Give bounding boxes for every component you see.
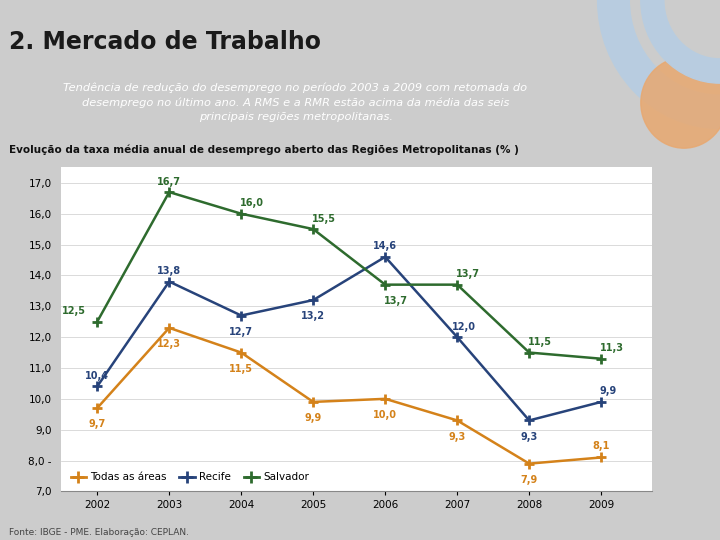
Recife: [93, 383, 102, 390]
Recife: [453, 334, 462, 340]
Text: 11,5: 11,5: [528, 337, 552, 347]
Recife: [597, 399, 606, 405]
Todas as áreas: [237, 349, 246, 356]
Recife: [237, 312, 246, 319]
Legend: Todas as áreas, Recife, Salvador: Todas as áreas, Recife, Salvador: [66, 468, 313, 487]
Todas as áreas: [165, 325, 174, 331]
Salvador: [453, 281, 462, 288]
Text: 14,6: 14,6: [373, 241, 397, 251]
Salvador: [597, 355, 606, 362]
Line: Todas as áreas: Todas as áreas: [92, 323, 606, 469]
Circle shape: [631, 0, 720, 94]
Todas as áreas: [597, 454, 606, 461]
Text: 7,9: 7,9: [521, 475, 538, 485]
Text: 10,4: 10,4: [85, 371, 109, 381]
Recife: [165, 278, 174, 285]
Todas as áreas: [453, 417, 462, 424]
Salvador: [309, 226, 318, 232]
Text: Fonte: IBGE - PME. Elaboração: CEPLAN.: Fonte: IBGE - PME. Elaboração: CEPLAN.: [9, 528, 189, 537]
Text: 15,5: 15,5: [312, 213, 336, 224]
Text: 9,9: 9,9: [305, 413, 322, 423]
Text: 9,9: 9,9: [600, 386, 617, 396]
Circle shape: [598, 0, 720, 129]
Circle shape: [641, 0, 720, 83]
Text: 9,7: 9,7: [89, 419, 106, 429]
Text: 13,7: 13,7: [384, 296, 408, 306]
Salvador: [165, 189, 174, 195]
Text: 12,3: 12,3: [157, 339, 181, 349]
Recife: [381, 254, 390, 260]
Todas as áreas: [93, 405, 102, 411]
Text: 13,7: 13,7: [456, 269, 480, 279]
Salvador: [381, 281, 390, 288]
Salvador: [525, 349, 534, 356]
Circle shape: [641, 57, 720, 148]
Text: 11,5: 11,5: [229, 363, 253, 374]
Line: Recife: Recife: [92, 252, 606, 426]
Recife: [309, 297, 318, 303]
Text: 10,0: 10,0: [373, 410, 397, 420]
Text: 12,7: 12,7: [229, 327, 253, 336]
Todas as áreas: [525, 461, 534, 467]
Todas as áreas: [309, 399, 318, 405]
Text: 2. Mercado de Trabalho: 2. Mercado de Trabalho: [9, 30, 321, 53]
Salvador: [93, 319, 102, 325]
Circle shape: [665, 0, 720, 57]
Text: 16,0: 16,0: [240, 198, 264, 208]
Text: 12,5: 12,5: [62, 306, 86, 316]
Recife: [525, 417, 534, 424]
Text: Evolução da taxa média anual de desemprego aberto das Regiões Metropolitanas (% : Evolução da taxa média anual de desempre…: [9, 144, 519, 154]
Text: 8,1: 8,1: [593, 441, 610, 450]
Text: 13,8: 13,8: [157, 266, 181, 276]
Text: 16,7: 16,7: [157, 177, 181, 186]
Line: Salvador: Salvador: [92, 187, 606, 363]
Text: 11,3: 11,3: [600, 343, 624, 353]
Text: 9,3: 9,3: [449, 431, 466, 442]
Salvador: [237, 211, 246, 217]
Text: Tendência de redução do desemprego no período 2003 a 2009 com retomada do
desemp: Tendência de redução do desemprego no pe…: [63, 83, 528, 122]
Text: 12,0: 12,0: [452, 321, 476, 332]
Text: 13,2: 13,2: [301, 311, 325, 321]
Text: 9,3: 9,3: [521, 431, 538, 442]
Todas as áreas: [381, 396, 390, 402]
